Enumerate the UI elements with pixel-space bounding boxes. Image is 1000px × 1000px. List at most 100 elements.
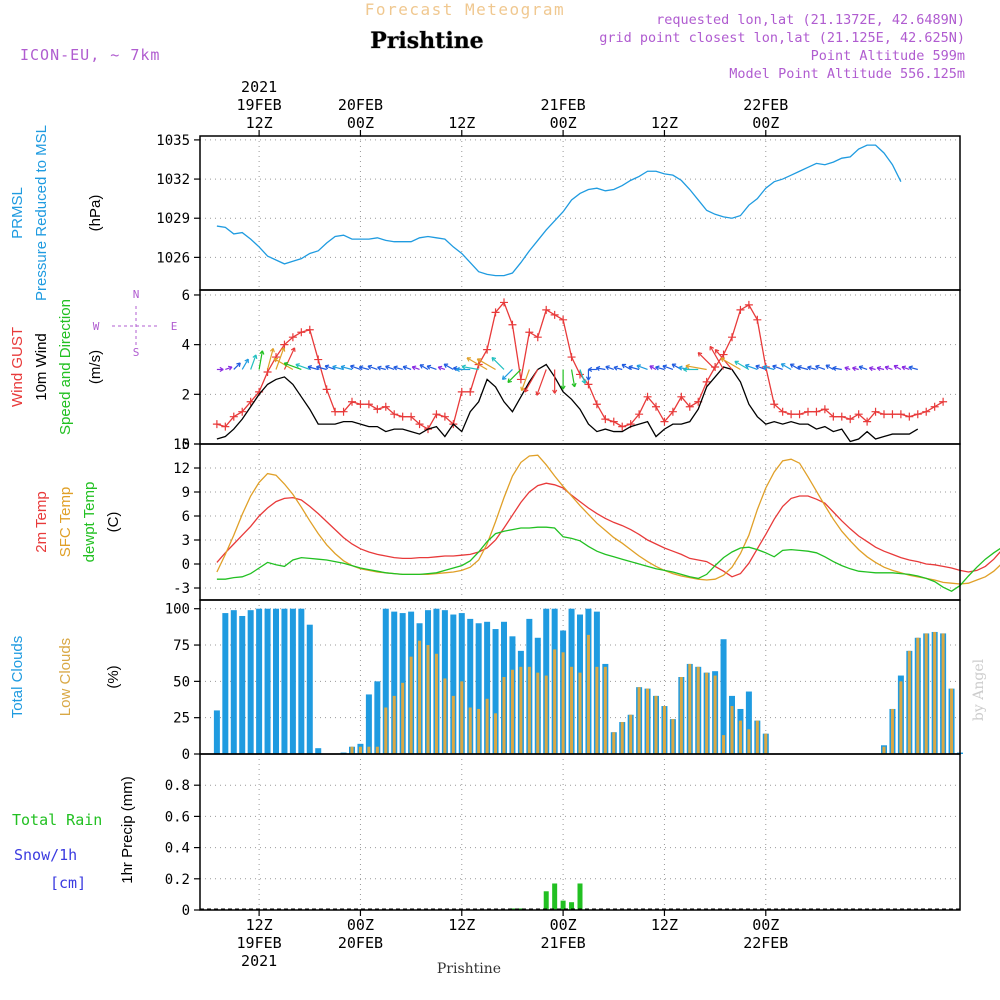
wind-arrow-head <box>535 391 541 396</box>
wind-arrow <box>621 364 631 371</box>
bar-total-clouds <box>213 710 220 754</box>
ytick-label: 1026 <box>156 250 190 266</box>
wind-arrow-head <box>884 365 890 371</box>
wind-arrow-head <box>734 360 739 366</box>
wind-arrow-head <box>825 364 830 370</box>
gust-marker <box>457 387 466 396</box>
bar-total-rain <box>560 900 566 910</box>
bar-total-clouds <box>281 608 288 754</box>
bar-low-clouds <box>460 681 464 754</box>
gust-marker <box>212 420 221 429</box>
wind-arrow <box>521 369 530 391</box>
wind-arrow <box>662 365 674 371</box>
wind-arrow-head <box>377 365 382 371</box>
wind-arrow <box>628 366 640 371</box>
wind-arrow-head <box>662 364 667 370</box>
wind-arrow <box>524 369 539 393</box>
wind-arrow <box>507 369 522 383</box>
bar-low-clouds <box>620 722 624 754</box>
wind-arrow-head <box>588 366 593 373</box>
precip-snow-label: Snow/1h <box>14 846 77 864</box>
bar-low-clouds <box>882 746 886 754</box>
bar-low-clouds <box>907 650 911 754</box>
compass-s: S <box>133 346 140 359</box>
gust-marker <box>322 385 331 394</box>
panel-frame <box>199 135 961 291</box>
ytick-label: 0 <box>182 557 190 573</box>
wind-arrow <box>316 366 327 371</box>
series-line-prmsl <box>216 144 902 277</box>
bar-total-clouds <box>382 608 389 754</box>
gust-marker <box>483 345 492 354</box>
bar-low-clouds <box>578 672 582 754</box>
bar-total-rain <box>543 891 549 910</box>
panel-label: PRMSL <box>9 187 26 239</box>
top-tick-hour: 00Z <box>752 114 779 132</box>
precip-cm-label: [cm] <box>50 874 86 892</box>
wind-arrow <box>266 348 274 370</box>
panel-label: 10m Wind <box>33 333 50 401</box>
bottom-tick-date: 22FEB <box>743 934 788 952</box>
gust-marker <box>440 412 449 421</box>
ytick-label: 4 <box>182 338 190 354</box>
bar-low-clouds <box>899 681 903 754</box>
model-altitude: Model Point Altitude 556.125m <box>729 66 965 82</box>
bottom-tick-hour: 12Z <box>246 916 273 934</box>
gust-marker <box>500 298 508 307</box>
wind-arrow-head <box>385 364 390 370</box>
ytick-label: 0 <box>182 747 190 763</box>
panel-temperature: -3 0 3 6 9 12 15 2m Temp SFC Temp dewpt Temp (C) <box>33 437 1000 601</box>
series-line-2m-temp <box>216 482 1000 578</box>
wind-arrow <box>685 365 707 371</box>
ytick-label: 0.4 <box>165 841 190 857</box>
wind-arrow <box>283 362 302 371</box>
wind-arrow-head <box>437 365 443 371</box>
wind-arrow <box>649 365 657 371</box>
ytick-label: 0.8 <box>165 778 190 794</box>
panel-label: Wind GUST <box>9 327 26 407</box>
wind-arrow-head <box>358 365 364 371</box>
wind-arrow <box>832 367 842 371</box>
bar-total-clouds <box>492 629 499 754</box>
wind-arrow <box>443 363 454 371</box>
precip-rain-label: Total Rain <box>12 811 102 829</box>
gust-marker <box>736 305 745 314</box>
wind-arrow-head <box>340 364 346 370</box>
wind-arrow <box>412 366 420 371</box>
bar-low-clouds <box>705 672 709 754</box>
wind-arrow-head <box>244 358 249 364</box>
bar-low-clouds <box>662 706 666 754</box>
bar-low-clouds <box>603 666 607 754</box>
wind-arrow <box>340 365 353 371</box>
bar-low-clouds <box>527 666 531 754</box>
bottom-tick-hour: 12Z <box>448 916 475 934</box>
wind-arrow-head <box>259 350 265 355</box>
gust-marker <box>229 412 238 421</box>
wind-arrow <box>636 365 648 371</box>
gust-marker <box>804 407 812 416</box>
gust-marker <box>770 400 779 409</box>
bar-low-clouds <box>950 688 954 754</box>
gust-marker <box>930 402 939 411</box>
compass-w: W <box>93 320 100 333</box>
gust-marker <box>939 397 948 406</box>
gust-marker <box>407 412 416 421</box>
wind-arrow-head <box>402 365 408 371</box>
gust-marker <box>466 387 475 396</box>
bar-total-clouds <box>256 608 263 754</box>
wind-arrow-head <box>560 385 566 390</box>
ytick-label: 25 <box>173 711 190 727</box>
compass-lines <box>112 306 160 348</box>
wind-arrow <box>797 366 809 371</box>
gust-marker <box>854 410 863 419</box>
panel-label: Low Clouds <box>57 638 74 716</box>
wind-arrow <box>596 367 606 371</box>
wind-arrow <box>613 366 623 371</box>
bar-low-clouds <box>409 656 413 754</box>
panel-label: 2m Temp <box>33 491 50 552</box>
ytick-label: 0 <box>182 903 190 919</box>
ytick-label: 1035 <box>156 133 190 149</box>
gust-marker <box>787 410 796 419</box>
bar-low-clouds <box>536 672 540 754</box>
